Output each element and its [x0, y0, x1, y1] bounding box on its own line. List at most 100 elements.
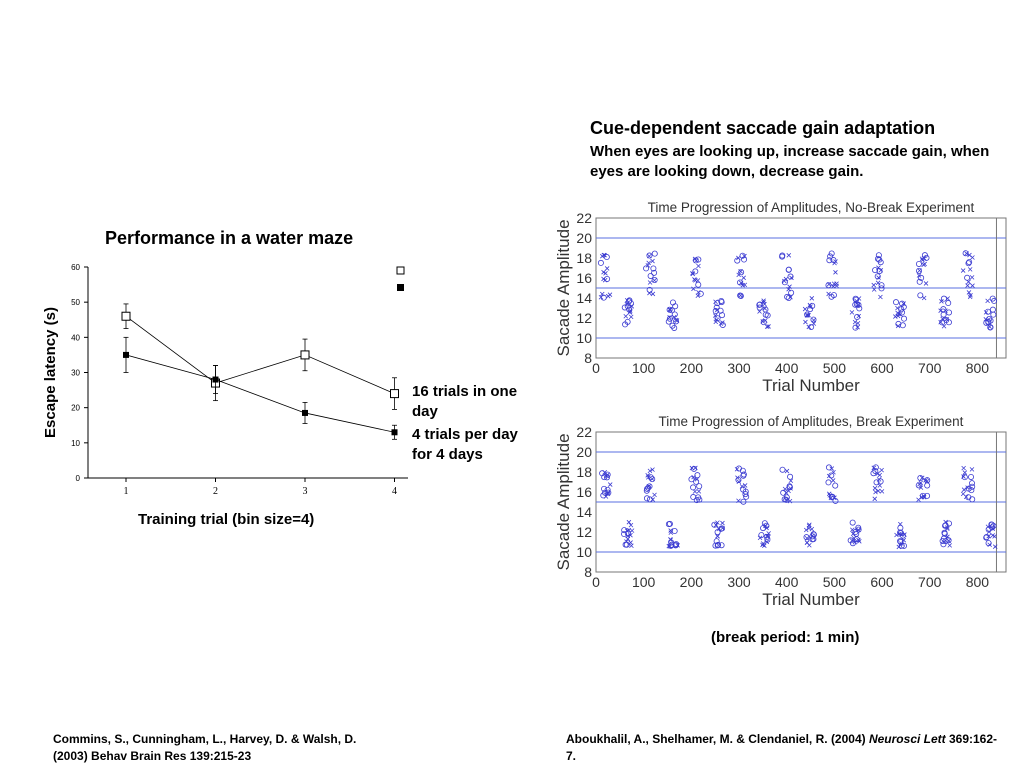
point-circle [738, 269, 745, 276]
point-cross [766, 531, 771, 536]
y-tick-label: 60 [71, 263, 80, 272]
x-tick-label: 700 [918, 574, 942, 590]
point-cross [921, 262, 926, 268]
point-circle [832, 482, 839, 489]
point-circle [692, 257, 699, 264]
point-circle [742, 491, 749, 498]
point-circle [898, 542, 905, 549]
point-cross [645, 263, 651, 268]
point-cross [960, 268, 966, 273]
point-circle [601, 474, 608, 481]
point-circle [964, 274, 971, 281]
y-tick-label: 12 [576, 524, 592, 540]
point-circle [603, 254, 610, 261]
point-cross [945, 534, 950, 540]
scatter-points [599, 464, 998, 550]
point-cross [689, 465, 695, 471]
point-cross [831, 281, 837, 287]
y-tick-label: 0 [76, 474, 81, 483]
point-circle [946, 309, 953, 316]
point-circle [983, 319, 990, 326]
point-circle [715, 541, 722, 548]
point-circle [643, 487, 650, 494]
point-cross [938, 308, 943, 313]
point-cross [762, 543, 767, 548]
point-circle [763, 522, 770, 529]
point-circle [600, 294, 607, 301]
point-cross [715, 520, 720, 525]
water-maze-chart: 0 10 20 30 40 50 60 1 2 3 4 Escape latency (s) [42, 263, 408, 497]
point-circle [665, 521, 672, 528]
point-cross [760, 541, 766, 546]
point-cross [647, 468, 653, 474]
point-cross [602, 470, 608, 475]
point-circle [940, 311, 947, 318]
point-circle [673, 318, 680, 325]
point-circle [856, 305, 863, 312]
x-tick-label: 200 [680, 360, 704, 376]
point-cross [899, 541, 904, 546]
point-cross [902, 532, 907, 537]
point-cross [647, 290, 652, 296]
point-circle [969, 483, 976, 490]
point-circle [917, 292, 924, 299]
x-tick-label: 300 [727, 574, 751, 590]
point-circle [852, 529, 859, 536]
point-circle [783, 496, 790, 503]
point-cross [628, 314, 634, 320]
point-cross [626, 519, 632, 525]
point-circle [626, 306, 633, 313]
point-cross [983, 310, 989, 315]
maze-chart-title: Performance in a water maze [105, 228, 354, 248]
x-tick-label: 100 [632, 360, 656, 376]
point-circle [961, 474, 968, 481]
point-cross [623, 313, 629, 319]
x-tick-label: 800 [966, 574, 990, 590]
point-cross [965, 283, 970, 288]
point-cross [600, 253, 605, 259]
point-circle [852, 324, 859, 331]
point-circle [809, 533, 816, 540]
y-tick-label: 12 [576, 310, 592, 326]
point-circle [621, 531, 628, 538]
point-cross [628, 532, 633, 538]
point-cross [715, 533, 720, 539]
point-circle [872, 464, 879, 471]
x-tick-label: 600 [870, 360, 894, 376]
point-cross [602, 252, 607, 258]
point-circle [809, 536, 816, 543]
point-cross [804, 535, 810, 541]
point-cross [893, 314, 898, 319]
scatter-points [597, 250, 998, 331]
y-tick-label: 8 [584, 564, 592, 580]
point-circle [939, 537, 946, 544]
y-tick-label: 22 [576, 424, 592, 440]
point-cross [673, 317, 679, 323]
point-circle [649, 476, 656, 483]
point-circle [899, 309, 906, 316]
x-tick-label: 3 [303, 486, 308, 497]
point-cross [829, 466, 835, 471]
point-cross [947, 543, 953, 548]
point-circle [651, 269, 658, 276]
point-cross [714, 317, 720, 323]
point-cross [601, 269, 606, 275]
point-circle [966, 259, 973, 266]
point-circle [874, 273, 881, 280]
point-circle [650, 265, 657, 272]
point-circle [828, 293, 835, 300]
point-circle [849, 519, 856, 526]
point-circle [987, 324, 994, 331]
point-cross [625, 536, 631, 542]
point-circle [809, 302, 816, 309]
data-point-open-square [121, 311, 131, 321]
point-cross [871, 465, 877, 471]
point-circle [737, 292, 744, 299]
point-cross [852, 319, 858, 325]
point-cross [990, 533, 996, 538]
point-cross [924, 478, 930, 484]
point-circle [918, 274, 925, 281]
point-circle [713, 538, 720, 545]
x-tick-label: 0 [592, 574, 600, 590]
x-tick-label: 500 [823, 360, 847, 376]
